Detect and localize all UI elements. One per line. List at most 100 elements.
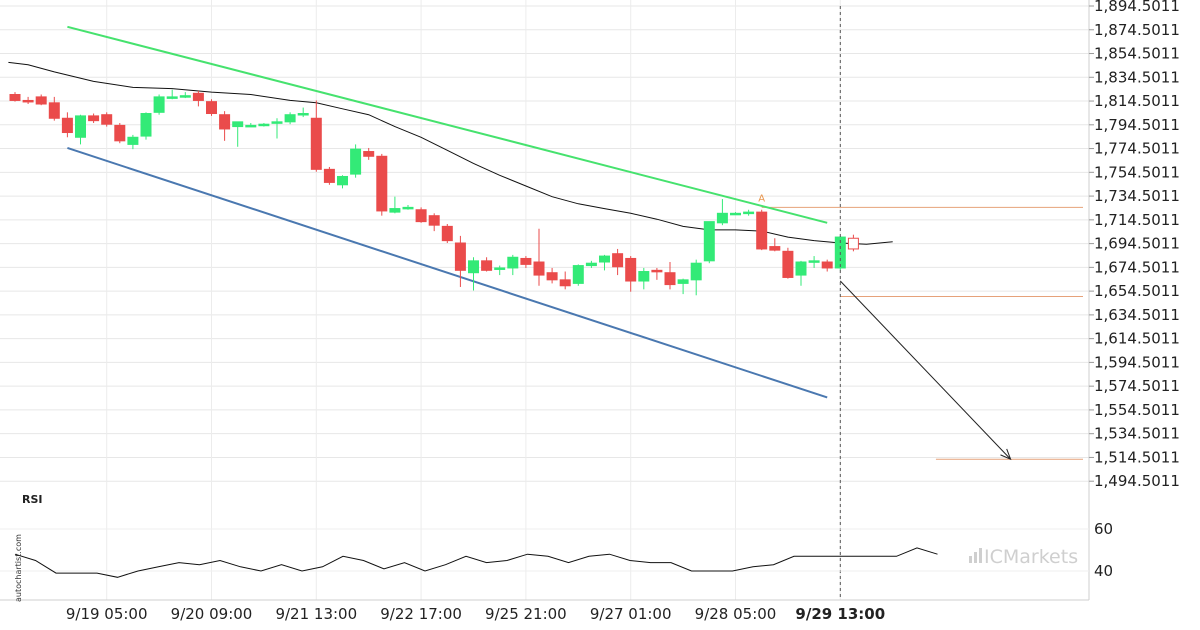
candle [546, 267, 558, 284]
candle-body [664, 272, 676, 286]
candle [428, 213, 440, 232]
candle-body [258, 123, 270, 127]
candle-body [337, 175, 348, 186]
time-axis: 9/19 05:00 9/20 09:00 9/21 13:00 9/22 17:00… [66, 605, 885, 623]
rsi-title: RSI [22, 493, 43, 506]
candle [743, 209, 755, 216]
candle-body [22, 99, 34, 103]
candle [730, 212, 741, 216]
time-tick-label: 9/28 05:00 [695, 605, 777, 623]
candle [441, 223, 453, 244]
price-tick-label: 1,494.5011 [1094, 472, 1180, 490]
candle [35, 94, 47, 106]
candle-body [441, 225, 453, 242]
price-tick-label: 1,874.5011 [1094, 21, 1180, 39]
candle-body [638, 271, 650, 282]
candle [468, 257, 479, 291]
candle-body [297, 113, 309, 116]
candle-body [520, 257, 532, 265]
candle-body [35, 96, 47, 105]
candle-body [48, 102, 60, 119]
candle-body [625, 257, 637, 282]
candle-body [206, 101, 217, 115]
candle-body [468, 260, 479, 274]
candle [376, 153, 388, 216]
candle [782, 247, 794, 279]
candle-body [546, 272, 558, 281]
broker-logo-text: ICMarkets [984, 546, 1078, 568]
candle [756, 209, 768, 251]
price-tick-label: 1,634.5011 [1094, 306, 1180, 324]
candle [847, 234, 859, 252]
candle-body [703, 221, 715, 262]
pattern-point-label: A [758, 193, 765, 204]
time-tick-label: 9/19 05:00 [66, 605, 148, 623]
candle-body [376, 155, 388, 212]
candle [363, 147, 375, 160]
candle [9, 92, 21, 102]
watermark: autochartist.com [14, 534, 23, 602]
candle-body [75, 115, 86, 138]
forecast-arrow-head [1000, 448, 1012, 461]
candle-body [415, 209, 427, 223]
candle [808, 256, 820, 268]
candle-body [153, 96, 165, 113]
price-tick-label: 1,554.5011 [1094, 401, 1180, 419]
candle [389, 196, 401, 214]
candle-body [651, 269, 663, 273]
candle [651, 267, 663, 280]
candle [271, 118, 283, 139]
candle [599, 254, 610, 271]
price-tick-label: 1,754.5011 [1094, 163, 1180, 181]
candle [114, 123, 126, 144]
price-tick-label: 1,534.5011 [1094, 425, 1180, 443]
candle [61, 112, 73, 138]
candle-body [847, 237, 859, 250]
price-tick-label: 1,834.5011 [1094, 68, 1180, 86]
price-tick-label: 1,714.5011 [1094, 211, 1180, 229]
candle [494, 265, 506, 276]
broker-logo-name: Markets [1003, 546, 1078, 568]
candle-body [127, 136, 139, 145]
candle [206, 99, 217, 116]
candle [690, 259, 702, 296]
grid [0, 0, 1089, 600]
candle-body [454, 242, 466, 271]
candle-body [88, 115, 100, 122]
candle-body [101, 114, 113, 125]
price-tick-label: 1,854.5011 [1094, 45, 1180, 63]
candle [297, 107, 309, 118]
candle [88, 113, 100, 124]
candle-body [599, 255, 610, 263]
rsi-tick-label: 40 [1094, 562, 1113, 580]
candle [166, 89, 178, 100]
candle [219, 111, 231, 141]
candle [415, 207, 427, 223]
candle-body [402, 206, 414, 210]
candle-body [730, 212, 741, 216]
price-tick-label: 1,674.5011 [1094, 258, 1180, 276]
rsi-panel: RSI [0, 493, 1089, 578]
candle-body [219, 114, 231, 130]
candle [716, 199, 728, 226]
candle [245, 123, 257, 128]
candle [572, 264, 584, 286]
candle [821, 259, 833, 272]
broker-logo-prefix: IC [984, 546, 1003, 568]
candle [507, 254, 519, 276]
time-tick-label: 9/25 21:00 [485, 605, 567, 623]
candle-body [533, 261, 545, 276]
rsi-tick-label: 60 [1094, 520, 1113, 538]
candle-body [507, 256, 519, 269]
candle-body [232, 121, 244, 128]
time-tick-label: 9/27 01:00 [590, 605, 672, 623]
time-tick-label: 9/21 13:00 [275, 605, 357, 623]
trendlines [67, 25, 828, 399]
candle [703, 221, 715, 264]
broker-logo-icon [969, 548, 982, 563]
upper-trendline [67, 25, 828, 224]
candles [9, 89, 859, 296]
candle-body [166, 96, 178, 99]
candle [310, 100, 322, 172]
